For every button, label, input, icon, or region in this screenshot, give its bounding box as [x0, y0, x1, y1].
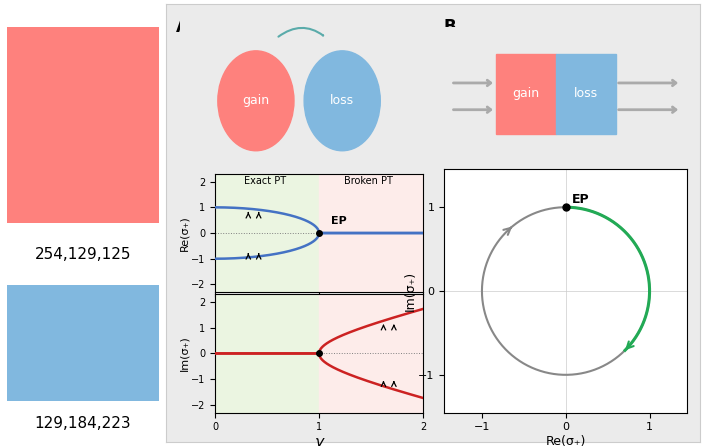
Y-axis label: Im(σ₊): Im(σ₊)	[180, 335, 190, 372]
Text: EP: EP	[331, 216, 348, 226]
Text: 254,129,125: 254,129,125	[35, 247, 131, 262]
Text: EP: EP	[572, 193, 589, 206]
FancyArrowPatch shape	[278, 28, 323, 37]
Y-axis label: Im(σ₊): Im(σ₊)	[404, 271, 417, 311]
Text: Exact PT: Exact PT	[244, 176, 286, 186]
Text: Broken PT: Broken PT	[345, 176, 393, 186]
Text: gain: gain	[243, 94, 269, 107]
Text: B: B	[443, 17, 456, 36]
Bar	[556, 54, 616, 134]
X-axis label: Re(σ₊): Re(σ₊)	[546, 435, 586, 446]
Y-axis label: Re(σ₊): Re(σ₊)	[180, 215, 190, 251]
Text: gain: gain	[512, 87, 539, 100]
Text: loss: loss	[574, 87, 598, 100]
Ellipse shape	[304, 51, 380, 151]
Text: loss: loss	[330, 94, 355, 107]
Ellipse shape	[218, 51, 294, 151]
Text: 129,184,223: 129,184,223	[35, 416, 131, 431]
Bar	[215, 174, 319, 292]
Text: A: A	[176, 17, 189, 36]
Bar	[319, 294, 423, 413]
Bar	[496, 54, 556, 134]
Bar	[319, 174, 423, 292]
Bar	[215, 294, 319, 413]
X-axis label: γ: γ	[314, 435, 324, 446]
